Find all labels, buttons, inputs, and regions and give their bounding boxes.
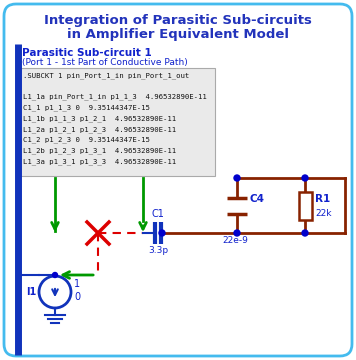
Text: 0: 0 [74,292,80,302]
Circle shape [52,273,58,278]
Text: 3.3p: 3.3p [148,246,168,255]
Circle shape [159,230,165,236]
Text: C1_2 p1_2_3 0  9.35144347E-15: C1_2 p1_2_3 0 9.35144347E-15 [23,137,150,143]
Bar [20,68,215,176]
Text: (Port 1 - 1st Part of Conductive Path): (Port 1 - 1st Part of Conductive Path) [22,58,188,67]
Text: C1_1 p1_1_3 0  9.35144347E-15: C1_1 p1_1_3 0 9.35144347E-15 [23,104,150,111]
Text: R1: R1 [315,194,330,203]
Text: Parasitic Sub-circuit 1: Parasitic Sub-circuit 1 [22,48,152,58]
Text: I1: I1 [26,287,36,297]
Circle shape [302,175,308,181]
Bar [298,192,312,220]
Text: L1_3a p1_3_1 p1_3_3  4.96532890E-11: L1_3a p1_3_1 p1_3_3 4.96532890E-11 [23,158,176,165]
Text: C4: C4 [250,194,265,203]
Circle shape [234,230,240,236]
FancyBboxPatch shape [4,4,352,356]
Text: L1_2a p1_2_1 p1_2_3  4.96532890E-11: L1_2a p1_2_1 p1_2_3 4.96532890E-11 [23,126,176,132]
Text: .SUBCKT 1 pin_Port_1_in pin_Port_1_out: .SUBCKT 1 pin_Port_1_in pin_Port_1_out [23,72,189,78]
Text: 22k: 22k [315,210,331,219]
Text: in Amplifier Equivalent Model: in Amplifier Equivalent Model [67,28,289,41]
Text: 22e-9: 22e-9 [222,236,248,245]
Text: L1_2b p1_2_3 p1_3_1  4.96532890E-11: L1_2b p1_2_3 p1_3_1 4.96532890E-11 [23,148,176,154]
Text: Integration of Parasitic Sub-circuits: Integration of Parasitic Sub-circuits [44,14,312,27]
Circle shape [234,175,240,181]
Text: L1_1b p1_1_3 p1_2_1  4.96532890E-11: L1_1b p1_1_3 p1_2_1 4.96532890E-11 [23,115,176,122]
Text: L1_1a pin_Port_1_in p1_1_3  4.96532890E-11: L1_1a pin_Port_1_in p1_1_3 4.96532890E-1… [23,94,207,100]
Text: C1: C1 [152,209,164,219]
Text: 1: 1 [74,279,80,289]
Circle shape [302,230,308,236]
